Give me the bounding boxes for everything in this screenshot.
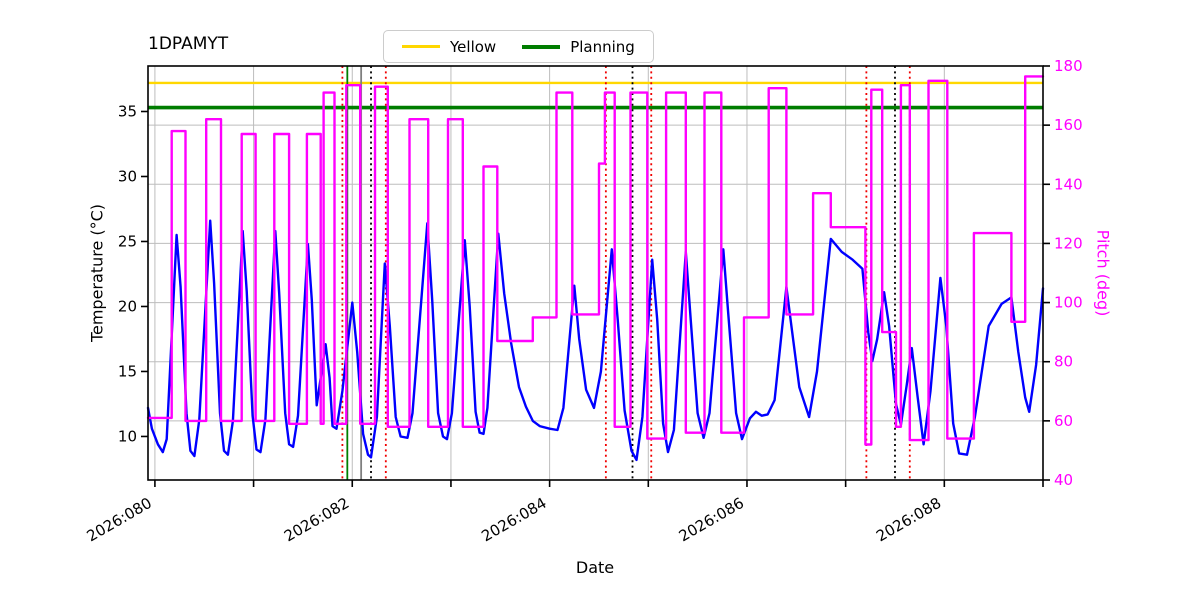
axes-frame [147, 65, 1044, 481]
y-tick-label-left: 30 [118, 167, 137, 185]
x-tick-label: 2026:082 [281, 494, 352, 546]
y-tick-label-left: 10 [118, 427, 137, 445]
y-tick-label-right: 100 [1054, 294, 1083, 312]
y-axis-label-temperature: Temperature (°C) [87, 203, 107, 343]
planning-line-swatch [522, 44, 561, 49]
y-tick-label-right: 80 [1054, 353, 1073, 371]
y-tick-label-right: 180 [1054, 57, 1083, 75]
y-tick-label-right: 60 [1054, 412, 1073, 430]
y-tick-label-right: 140 [1054, 175, 1083, 193]
y-tick-label-left: 25 [118, 232, 137, 250]
legend-label-yellow: Yellow [450, 37, 497, 56]
x-axis-label: Date [575, 558, 615, 577]
y-tick-label-right: 160 [1054, 116, 1083, 134]
y-tick-label-left: 20 [118, 297, 137, 315]
y-tick-label-right: 40 [1054, 471, 1073, 489]
legend: Yellow Planning [383, 30, 654, 63]
page-title: 1DPAMYT [148, 34, 229, 54]
yellow-line-swatch [402, 45, 440, 48]
y-tick-label-left: 35 [118, 102, 137, 120]
x-tick-label: 2026:088 [873, 494, 944, 546]
x-tick-label: 2026:080 [84, 494, 155, 546]
pitch-line [146, 75, 1045, 446]
y-axis-label-pitch: Pitch (deg) [1093, 229, 1113, 317]
legend-item-yellow: Yellow [402, 38, 496, 56]
temperature-line [146, 219, 1045, 462]
x-tick-label: 2026:084 [478, 494, 549, 546]
legend-label-planning: Planning [570, 37, 635, 56]
y-tick-label-right: 120 [1054, 234, 1083, 252]
y-tick-label-left: 15 [118, 362, 137, 380]
x-tick-label: 2026:086 [676, 494, 747, 546]
legend-item-planning: Planning [522, 38, 635, 56]
